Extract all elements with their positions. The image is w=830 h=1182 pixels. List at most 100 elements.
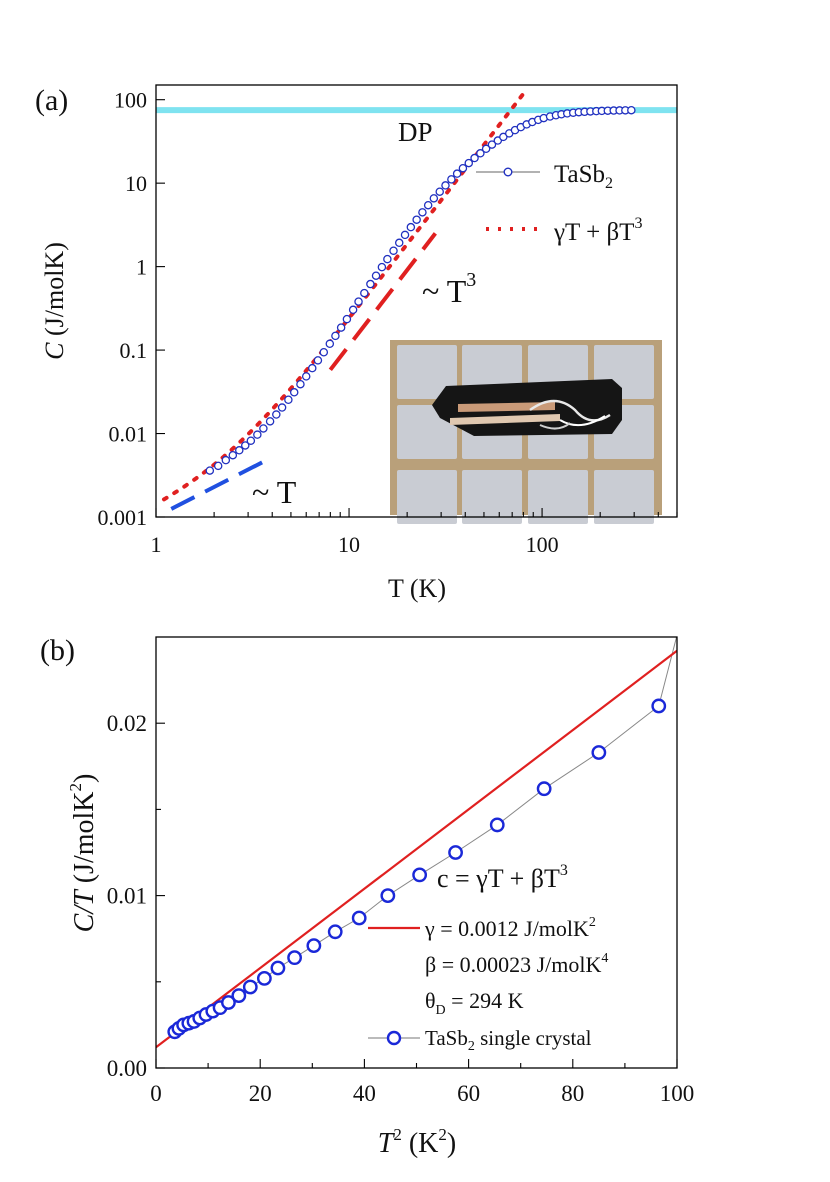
data-point-a [441,181,450,190]
data-point-a [289,388,299,397]
data-point-a [319,347,329,357]
data-point-b [327,924,343,940]
fit-curve-gammaT-betaT3 [161,89,528,502]
data-point-a [277,403,287,412]
data-point-b [380,888,396,903]
equation-label: c = γT + βT3 [437,862,568,893]
data-point-a [284,395,293,404]
x-tick-label-b: 100 [660,1081,695,1106]
legend-a: TaSb2 γT + βT3 [476,161,642,246]
data-point-b [270,960,286,976]
x-tick-label-a: 100 [526,532,559,557]
grid-tile [397,345,457,399]
data-point-a [452,169,462,178]
x-tick-label-b: 20 [249,1081,272,1106]
guide-line-cubic [328,232,437,372]
data-point-a [336,323,346,332]
dulong-petit-label: DP [398,117,433,147]
data-point-a [435,187,444,196]
data-point-a [360,288,369,298]
data-point-a [627,105,636,115]
legend-b-series-marker [386,1030,402,1046]
y-tick-label-a: 0.1 [120,338,148,363]
data-point-b [489,817,505,833]
data-point-a [464,158,473,168]
y-axis-a-label: C (J/molK) [40,242,69,360]
data-point-a [354,297,363,306]
fit-line-b [156,649,677,1049]
data-point-b [536,781,552,797]
data-point-a [213,461,223,471]
data-point-a [412,215,421,224]
data-point-a [470,153,479,163]
x-tick-label-b: 0 [150,1081,162,1106]
debye-temperature-label: θD = 294 K [425,988,524,1018]
grid-tile [528,470,588,524]
legend-a-fit-label: γT + βT3 [553,215,642,246]
data-point-a [389,246,398,255]
x-tick-label-b: 40 [353,1081,376,1106]
y-tick-label-b: 0.00 [107,1056,147,1081]
data-point-b [221,995,236,1010]
data-point-a [331,331,340,341]
data-point-a [447,175,456,184]
data-point-a [400,230,410,240]
data-point-a [259,424,268,433]
data-point-a [313,356,323,365]
data-point-b [306,938,322,953]
y-tick-label-a: 0.01 [109,422,148,447]
grid-tile [462,470,522,524]
data-point-a [383,254,392,264]
plot-a-frame [155,84,678,518]
data-point-b [351,910,367,926]
data-point-a [418,208,427,217]
grid-tile [594,470,654,524]
panel-a-label: (a) [35,84,68,117]
y-tick-label-b: 0.02 [107,711,147,736]
guide-label-linear: ~ T [252,474,297,510]
data-point-a [308,363,317,373]
data-point-a [296,379,305,389]
legend-b-series-label: TaSb2 single crystal [425,1026,592,1054]
guide-line-linear [170,455,274,511]
data-point-a [429,194,439,203]
data-point-b [448,845,463,860]
panel-b-label: (b) [40,634,75,667]
x-tick-label-b: 60 [457,1081,480,1106]
data-point-b [256,970,272,986]
data-point-a [272,410,281,419]
data-point-a [301,372,311,381]
y-axis-b-label: C/T (J/molK2) [66,774,100,933]
grid-tile [397,470,457,524]
data-point-a [342,314,352,324]
y-tick-label-a: 0.001 [98,505,148,530]
data-point-a [253,430,262,439]
data-point-b [231,988,247,1003]
x-tick-label-a: 10 [338,532,360,557]
data-point-a [423,200,433,210]
panel-b: (b) 0 20 40 60 80 100 0.00 0.01 0.02 T2 (K2) C/T… [40,634,694,1159]
data-point-a [235,446,244,455]
x-tick-label-a: 1 [151,532,162,557]
data-point-b [412,867,428,883]
data-point-a [499,132,508,142]
crystal-photo-inset [390,340,662,524]
y-tick-label-a: 100 [114,88,147,113]
legend-a-series-label: TaSb2 [554,161,613,192]
data-point-a [371,271,381,280]
y-tick-label-a: 1 [136,255,147,280]
y-tick-label-b: 0.01 [107,884,147,909]
data-point-b [287,950,302,966]
data-point-a [228,450,238,460]
x-tick-label-b: 80 [561,1081,584,1106]
data-point-a [325,339,335,349]
data-point-a [366,279,375,289]
data-point-a [394,238,404,248]
data-point-a [406,222,416,232]
data-point-a [481,144,491,154]
data-point-a [205,466,215,475]
data-point-a [458,163,468,173]
data-point-a [246,436,256,445]
